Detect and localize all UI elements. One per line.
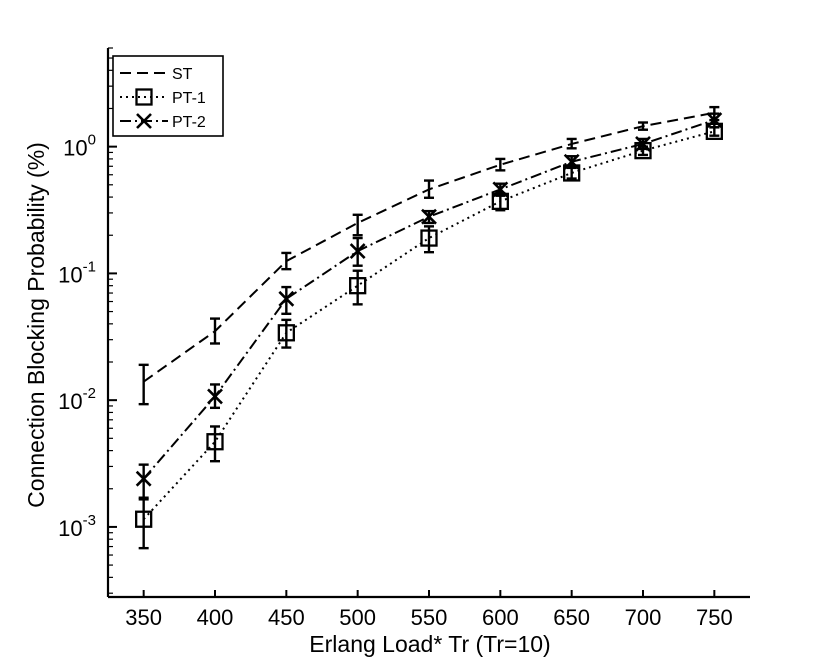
x-tick-label: 650 — [553, 605, 590, 630]
x-tick-label: 450 — [268, 605, 305, 630]
x-marker-stroke — [349, 243, 366, 259]
square-marker — [277, 324, 295, 342]
x-ticks: 350 400 450 500 550 600 650 700 750 — [125, 590, 733, 630]
x-marker — [135, 470, 152, 487]
x-marker-stroke — [421, 208, 437, 225]
x-marker — [278, 290, 295, 307]
legend-label: PT-2 — [172, 114, 206, 131]
x-marker-stroke — [492, 181, 509, 198]
square-marker — [135, 510, 153, 528]
x-axis-label: Erlang Load* Tr (Tr=10) — [309, 631, 550, 657]
x-marker-stroke — [563, 153, 580, 170]
square-marker — [206, 433, 224, 451]
legend-entry: PT-1 — [120, 88, 206, 107]
error-bar — [566, 137, 577, 150]
y-tick-label: 10-2 — [58, 385, 96, 414]
x-marker-stroke — [136, 113, 152, 129]
x-marker-stroke — [135, 470, 152, 487]
square-marker — [135, 88, 153, 106]
error-bar — [138, 498, 149, 550]
x-marker-stroke — [278, 290, 295, 307]
square-marker — [349, 277, 367, 295]
series-line — [142, 130, 715, 520]
y-tick-label: 10-3 — [58, 512, 96, 541]
x-marker — [635, 136, 651, 152]
series-pt-1 — [135, 122, 723, 550]
legend: ST PT-1 PT-2 — [112, 55, 224, 137]
x-marker-stroke — [706, 112, 723, 129]
x-marker-stroke — [207, 388, 223, 405]
x-marker — [349, 243, 366, 259]
legend-label: PT-1 — [172, 90, 206, 107]
error-bar — [495, 157, 506, 172]
y-ticks: 10-3 10-2 10-1 100 — [58, 47, 117, 594]
x-marker-stroke — [635, 136, 651, 152]
x-marker — [492, 181, 509, 198]
legend-entry: ST — [120, 66, 193, 83]
x-tick-label: 500 — [339, 605, 376, 630]
error-bar — [352, 213, 363, 237]
x-tick-label: 350 — [125, 605, 162, 630]
series-line — [142, 119, 715, 480]
legend-label: ST — [172, 66, 193, 83]
error-bar — [281, 251, 292, 271]
series-pt-2 — [135, 112, 723, 499]
square-marker — [420, 229, 438, 247]
series-layer — [135, 105, 723, 550]
error-bar — [210, 317, 220, 345]
error-bar — [210, 425, 220, 463]
y-tick-label: 100 — [63, 132, 96, 161]
error-bar — [352, 269, 363, 306]
x-marker — [421, 208, 437, 225]
error-bar — [281, 318, 292, 349]
legend-entry: PT-2 — [120, 113, 206, 131]
error-bar — [138, 463, 149, 499]
error-bar — [638, 121, 648, 131]
x-tick-label: 600 — [482, 605, 519, 630]
error-bar — [424, 179, 434, 199]
x-marker — [136, 113, 152, 129]
x-tick-label: 700 — [625, 605, 662, 630]
x-marker — [563, 153, 580, 170]
legend-box — [112, 55, 224, 137]
x-tick-label: 550 — [411, 605, 448, 630]
x-marker — [706, 112, 723, 129]
y-tick-label: 10-1 — [58, 258, 96, 287]
series-st — [138, 105, 720, 406]
error-bar — [138, 363, 149, 406]
x-marker — [207, 388, 223, 405]
x-tick-label: 750 — [696, 605, 733, 630]
y-axis-label: Connection Blocking Probability (%) — [23, 142, 49, 508]
x-tick-label: 400 — [197, 605, 234, 630]
